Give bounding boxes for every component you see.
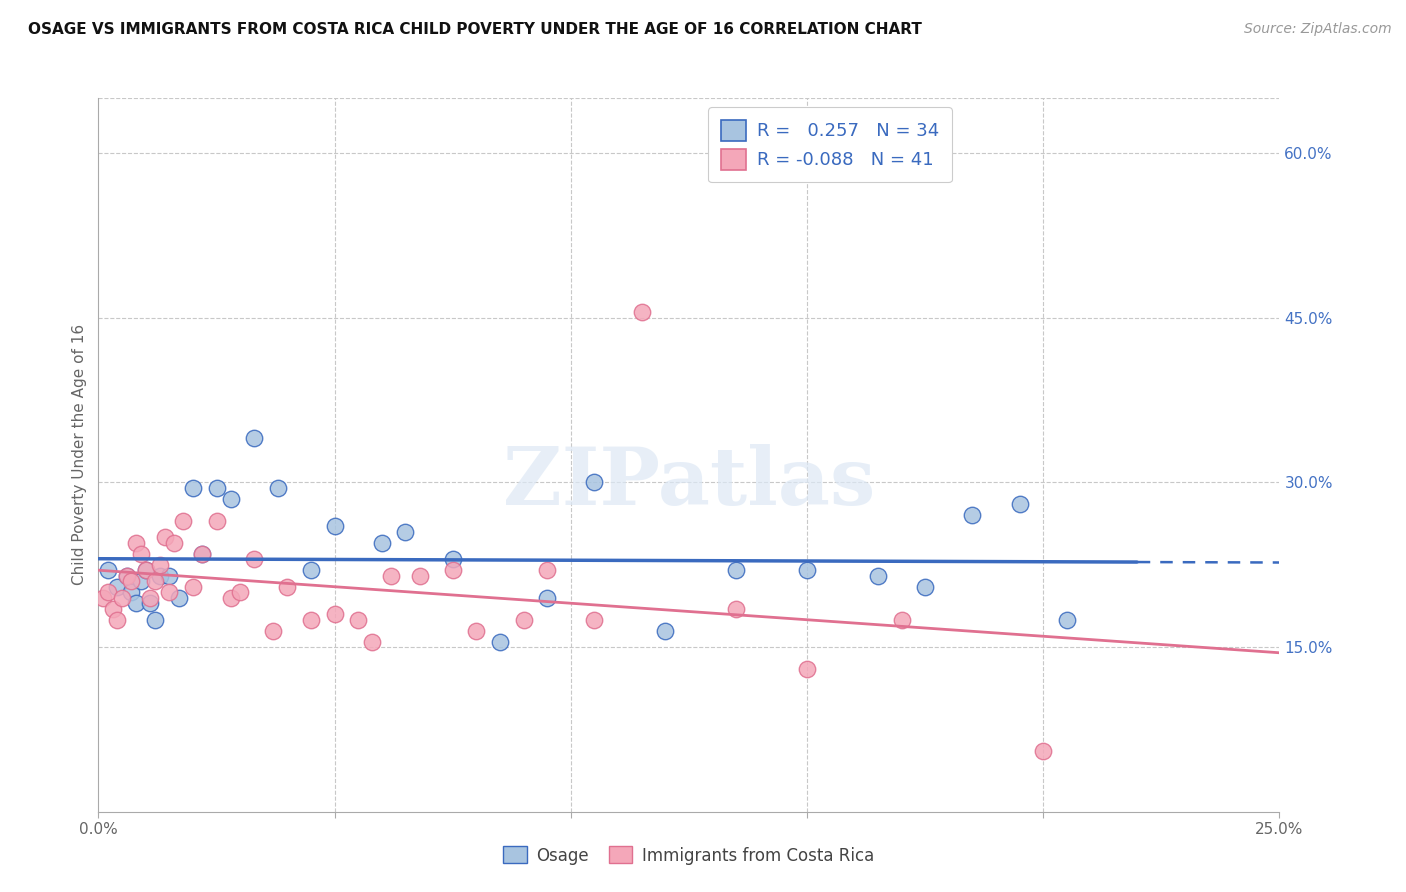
Point	[361, 634, 384, 648]
Text: ZIPatlas: ZIPatlas	[503, 444, 875, 523]
Point	[91, 591, 114, 605]
Point	[149, 558, 172, 572]
Point	[866, 568, 889, 582]
Point	[371, 535, 394, 549]
Point	[299, 563, 322, 577]
Point	[129, 547, 152, 561]
Point	[1008, 497, 1031, 511]
Point	[125, 535, 148, 549]
Point	[536, 591, 558, 605]
Point	[139, 591, 162, 605]
Point	[630, 305, 652, 319]
Point	[323, 607, 346, 621]
Point	[441, 563, 464, 577]
Point	[115, 568, 138, 582]
Point	[725, 563, 748, 577]
Point	[962, 508, 984, 523]
Point	[262, 624, 284, 638]
Point	[536, 563, 558, 577]
Point	[172, 514, 194, 528]
Point	[135, 563, 157, 577]
Point	[163, 535, 186, 549]
Point	[111, 591, 134, 605]
Point	[654, 624, 676, 638]
Point	[243, 432, 266, 446]
Point	[890, 613, 912, 627]
Point	[157, 568, 180, 582]
Point	[583, 475, 606, 490]
Point	[149, 568, 172, 582]
Point	[167, 591, 190, 605]
Point	[276, 580, 298, 594]
Point	[914, 580, 936, 594]
Point	[121, 574, 143, 589]
Point	[115, 568, 138, 582]
Point	[105, 580, 128, 594]
Point	[512, 613, 534, 627]
Point	[394, 524, 416, 539]
Text: Source: ZipAtlas.com: Source: ZipAtlas.com	[1244, 22, 1392, 37]
Point	[97, 585, 120, 599]
Point	[229, 585, 252, 599]
Point	[139, 596, 162, 610]
Point	[219, 591, 242, 605]
Point	[153, 530, 176, 544]
Text: OSAGE VS IMMIGRANTS FROM COSTA RICA CHILD POVERTY UNDER THE AGE OF 16 CORRELATIO: OSAGE VS IMMIGRANTS FROM COSTA RICA CHIL…	[28, 22, 922, 37]
Point	[267, 481, 290, 495]
Point	[243, 552, 266, 566]
Point	[380, 568, 402, 582]
Point	[97, 563, 120, 577]
Point	[796, 563, 818, 577]
Point	[205, 514, 228, 528]
Point	[489, 634, 512, 648]
Point	[143, 613, 166, 627]
Point	[299, 613, 322, 627]
Point	[105, 613, 128, 627]
Point	[796, 662, 818, 676]
Point	[725, 601, 748, 615]
Point	[323, 519, 346, 533]
Point	[181, 580, 204, 594]
Point	[1032, 744, 1054, 758]
Point	[191, 547, 214, 561]
Point	[441, 552, 464, 566]
Point	[347, 613, 370, 627]
Point	[465, 624, 488, 638]
Point	[219, 491, 242, 506]
Legend: Osage, Immigrants from Costa Rica: Osage, Immigrants from Costa Rica	[496, 839, 882, 871]
Point	[1056, 613, 1078, 627]
Point	[129, 574, 152, 589]
Y-axis label: Child Poverty Under the Age of 16: Child Poverty Under the Age of 16	[72, 325, 87, 585]
Point	[121, 585, 143, 599]
Point	[408, 568, 430, 582]
Point	[191, 547, 214, 561]
Point	[157, 585, 180, 599]
Point	[181, 481, 204, 495]
Point	[101, 601, 124, 615]
Point	[205, 481, 228, 495]
Point	[135, 563, 157, 577]
Point	[583, 613, 606, 627]
Point	[143, 574, 166, 589]
Point	[125, 596, 148, 610]
